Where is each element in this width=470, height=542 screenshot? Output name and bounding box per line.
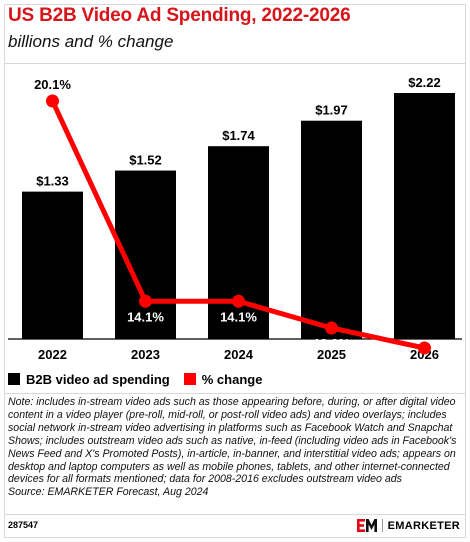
line-label-2023: 14.1% <box>127 309 164 324</box>
line-point-2022 <box>46 94 59 108</box>
line-point-2023 <box>139 294 152 308</box>
line-label-2022: 20.1% <box>34 77 71 92</box>
bar-label-2024: $1.74 <box>222 128 255 143</box>
line-point-2025 <box>325 321 338 335</box>
combo-chart: $1.33 2022 $1.52 2023 $1.74 2024 $1.97 2025 $2.2… <box>8 75 462 364</box>
brand: EMARKETER <box>356 519 460 532</box>
footnote: Note: includes in-stream video ads such … <box>8 396 460 499</box>
header-divider <box>4 63 466 64</box>
page-subtitle: billions and % change <box>8 32 174 51</box>
bar-label-2026: $2.22 <box>408 75 441 90</box>
note-text: Note: includes in-stream video ads such … <box>8 396 457 486</box>
legend-swatch-bar <box>8 373 20 385</box>
x-tick-2022: 2022 <box>38 347 67 362</box>
chart-frame <box>4 4 466 538</box>
line-label-2024: 14.1% <box>220 309 257 324</box>
line-point-2026 <box>418 341 431 355</box>
bar-2026 <box>394 93 455 339</box>
legend: B2B video ad spending % change <box>8 370 262 388</box>
legend-divider <box>4 393 466 394</box>
legend-label-line: % change <box>201 371 263 387</box>
bar-2025 <box>301 120 362 339</box>
line-label-2026: 12.7% <box>406 356 443 364</box>
x-tick-2024: 2024 <box>224 347 254 362</box>
legend-item-line: % change <box>183 371 263 387</box>
line-point-2024 <box>232 294 245 308</box>
x-tick-2025: 2025 <box>317 347 346 362</box>
legend-item-bar: B2B video ad spending <box>8 372 170 387</box>
emarketer-logo-icon <box>356 519 377 532</box>
bar-label-2025: $1.97 <box>315 103 348 118</box>
brand-name: EMARKETER <box>387 519 460 532</box>
legend-swatch-line <box>183 373 196 385</box>
bar-label-2023: $1.52 <box>129 153 162 168</box>
chart-id: 287547 <box>8 520 39 530</box>
source-text: Source: EMARKETER Forecast, Aug 2024 <box>8 486 209 499</box>
x-tick-2023: 2023 <box>131 347 160 362</box>
brand-divider <box>381 519 383 532</box>
footer-divider <box>4 514 466 515</box>
bar-2022 <box>22 191 83 339</box>
legend-label-bar: B2B video ad spending <box>26 371 170 387</box>
page-title: US B2B Video Ad Spending, 2022-2026 <box>8 5 351 26</box>
line-label-2025: 13.3% <box>313 336 350 351</box>
bar-label-2022: $1.33 <box>36 174 69 189</box>
